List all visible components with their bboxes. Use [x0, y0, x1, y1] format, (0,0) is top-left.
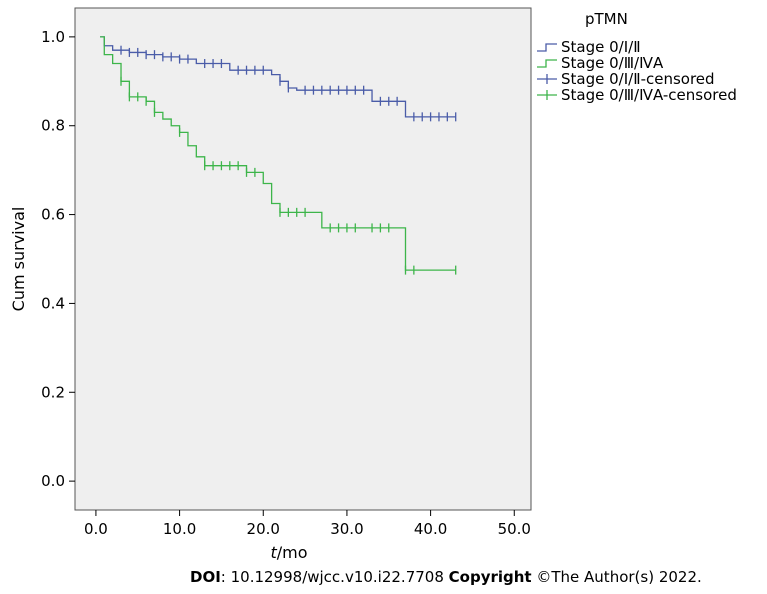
- legend-swatch: [537, 59, 557, 68]
- figure-caption: DOI: 10.12998/wjcc.v10.i22.7708 Copyrigh…: [190, 568, 702, 586]
- x-tick-label: 10.0: [163, 520, 196, 538]
- y-axis-label: Cum survival: [9, 207, 28, 312]
- x-tick-label: 50.0: [498, 520, 531, 538]
- doi-label: DOI: [190, 568, 221, 586]
- copyright-value: ©The Author(s) 2022.: [531, 568, 702, 586]
- x-axis-label-variable: t: [270, 543, 277, 562]
- x-tick-label: 30.0: [330, 520, 363, 538]
- x-tick-label: 40.0: [414, 520, 447, 538]
- legend-item: Stage 0/Ⅲ/ⅣA: [537, 54, 664, 72]
- series-line-2: [100, 36, 456, 271]
- legend-label: Stage 0/Ⅲ/ⅣA: [561, 54, 664, 72]
- copyright-label: Copyright: [448, 568, 532, 586]
- x-tick-label: 20.0: [247, 520, 280, 538]
- survival-chart: 0.0 10.0 20.0 30.0 40.0 50.0 0.0 0.2 0.4 0.6 0.8 1.…: [9, 7, 737, 562]
- y-tick-label: 0.6: [41, 206, 65, 224]
- doi-value: : 10.12998/wjcc.v10.i22.7708: [220, 568, 449, 586]
- legend-label: Stage 0/Ⅰ/Ⅱ: [561, 38, 641, 56]
- y-tick-label: 0.2: [41, 383, 65, 401]
- y-tick-label: 0.0: [41, 472, 65, 490]
- x-axis-label-unit: /mo: [277, 543, 308, 562]
- legend-item: Stage 0/Ⅰ/Ⅱ-censored: [537, 70, 715, 88]
- x-tick-label: 0.0: [84, 520, 108, 538]
- legend-swatch: [537, 43, 557, 52]
- y-tick-label: 0.8: [41, 117, 65, 135]
- legend-item: Stage 0/Ⅲ/ⅣA-censored: [537, 86, 737, 104]
- legend-title: pTMN: [585, 10, 628, 28]
- x-axis-label: t/mo: [270, 543, 307, 562]
- legend-label: Stage 0/Ⅰ/Ⅱ-censored: [561, 70, 715, 88]
- legend-item: Stage 0/Ⅰ/Ⅱ: [537, 38, 641, 56]
- plot-area: [74, 7, 532, 511]
- y-tick-label: 0.4: [41, 294, 65, 312]
- legend-label: Stage 0/Ⅲ/ⅣA-censored: [561, 86, 737, 104]
- y-tick-label: 1.0: [41, 28, 65, 46]
